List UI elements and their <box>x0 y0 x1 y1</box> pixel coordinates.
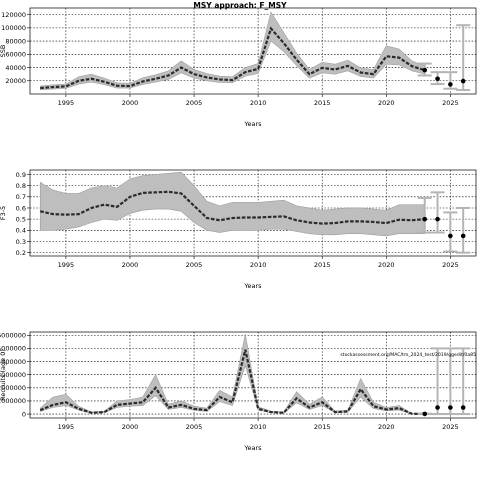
plot-area <box>39 171 471 254</box>
forecast <box>417 24 471 92</box>
x-tick-label: 2025 <box>442 261 459 269</box>
x-tick-label: 2010 <box>250 423 267 431</box>
figure-title: MSY approach: F_MSY <box>193 1 287 10</box>
estimate-line <box>40 190 425 225</box>
y-tick-label: 0.2 <box>16 249 26 257</box>
x-axis-title: Years <box>243 120 262 128</box>
x-tick-label: 2010 <box>250 99 267 107</box>
x-axis: 1995 2000 2005 2010 2015 2020 2025 <box>58 418 459 431</box>
forecast-point <box>422 67 428 73</box>
panels: 1995 2000 2005 2010 2015 2020 2025200004000060… <box>0 7 477 452</box>
x-tick-label: 2005 <box>186 99 203 107</box>
y-tick-label: 0.7 <box>16 193 26 201</box>
y-tick-label: 4000000 <box>0 358 26 366</box>
x-tick-label: 1995 <box>58 261 75 269</box>
forecast <box>417 191 471 254</box>
x-axis-title: Years <box>243 444 262 452</box>
x-tick-label: 2005 <box>186 423 203 431</box>
panel-2: 1995 2000 2005 2010 2015 2020 2025 0.2 0.3 0.4 0.5… <box>0 169 477 290</box>
x-tick-label: 2025 <box>442 99 459 107</box>
forecast-point <box>460 233 466 239</box>
estimate-line <box>40 26 426 90</box>
y-tick-label: 60000 <box>5 51 26 59</box>
x-tick-label: 2015 <box>314 423 331 431</box>
forecast-point <box>435 76 440 82</box>
x-tick-label: 2020 <box>378 99 395 107</box>
panel-1: 1995 2000 2005 2010 2015 2020 2025 20000 40000 60… <box>0 7 477 128</box>
panel-3: 1995 2000 2005 2010 2015 2020 2025 0 1000000 2000… <box>0 331 477 452</box>
forecast-point <box>422 216 428 222</box>
forecast <box>417 347 471 417</box>
y-tick-label: 0.9 <box>16 171 26 179</box>
confidence-band <box>39 171 426 237</box>
confidence-band <box>39 11 426 91</box>
y-tick-label: 0.6 <box>16 204 26 212</box>
confidence-band <box>39 333 426 415</box>
x-tick-label: 1995 <box>58 423 75 431</box>
x-axis: 1995 2000 2005 2010 2015 2020 2025 <box>58 94 459 107</box>
x-tick-label: 2015 <box>314 261 331 269</box>
x-tick-label: 2025 <box>442 423 459 431</box>
y-axis: 20000 40000 60000 80000 100000 120000 <box>1 11 30 85</box>
x-axis-title: Years <box>243 282 262 290</box>
y-tick-label: 100000 <box>1 24 26 32</box>
x-tick-label: 2015 <box>314 99 331 107</box>
forecast-point <box>435 405 440 410</box>
plot-area <box>39 333 471 417</box>
x-tick-label: 2000 <box>122 423 139 431</box>
forecast-point <box>448 82 453 87</box>
y-tick-label: 6000000 <box>0 332 26 340</box>
forecast-point <box>448 233 453 239</box>
y-tick-label: 20000 <box>5 77 26 85</box>
forecast-point <box>422 411 428 417</box>
x-tick-label: 2000 <box>122 261 139 269</box>
x-tick-label: 2010 <box>250 261 267 269</box>
y-tick-label: 40000 <box>5 64 26 72</box>
plot-area <box>39 11 471 92</box>
plot-frame <box>29 331 477 419</box>
y-tick-label: 80000 <box>5 37 26 45</box>
x-tick-label: 2005 <box>186 261 203 269</box>
x-tick-label: 2020 <box>378 423 395 431</box>
y-tick-label: 3000000 <box>0 371 26 379</box>
source-annotation: stockassessment.org/MAC/tm_2024_test/201… <box>340 352 476 358</box>
y-tick-label: 1000000 <box>0 397 26 405</box>
plot-frame <box>29 7 477 95</box>
y-axis-title: SSB <box>0 45 7 58</box>
y-axis-title: F3-5 <box>0 206 7 220</box>
forecast-point <box>460 405 466 410</box>
y-tick-label: 120000 <box>1 11 26 19</box>
x-axis: 1995 2000 2005 2010 2015 2020 2025 <box>58 256 459 269</box>
forecast-point <box>435 216 440 222</box>
y-axis: 0.2 0.3 0.4 0.5 0.6 0.7 0.8 0.9 <box>16 171 30 257</box>
y-tick-label: 0.4 <box>16 227 26 235</box>
plot-frame <box>29 169 477 257</box>
y-tick-label: 0.5 <box>16 215 26 223</box>
y-axis-title: Recruits (age 0) <box>0 349 7 401</box>
x-tick-label: 2000 <box>122 99 139 107</box>
x-tick-label: 1995 <box>58 99 75 107</box>
y-tick-label: 0 <box>22 410 26 418</box>
x-tick-label: 2020 <box>378 261 395 269</box>
forecast-point <box>448 405 453 410</box>
forecast-point <box>460 78 466 84</box>
y-tick-label: 0.8 <box>16 182 26 190</box>
y-tick-label: 0.3 <box>16 238 26 246</box>
grid <box>30 332 476 418</box>
y-tick-label: 2000000 <box>0 384 26 392</box>
